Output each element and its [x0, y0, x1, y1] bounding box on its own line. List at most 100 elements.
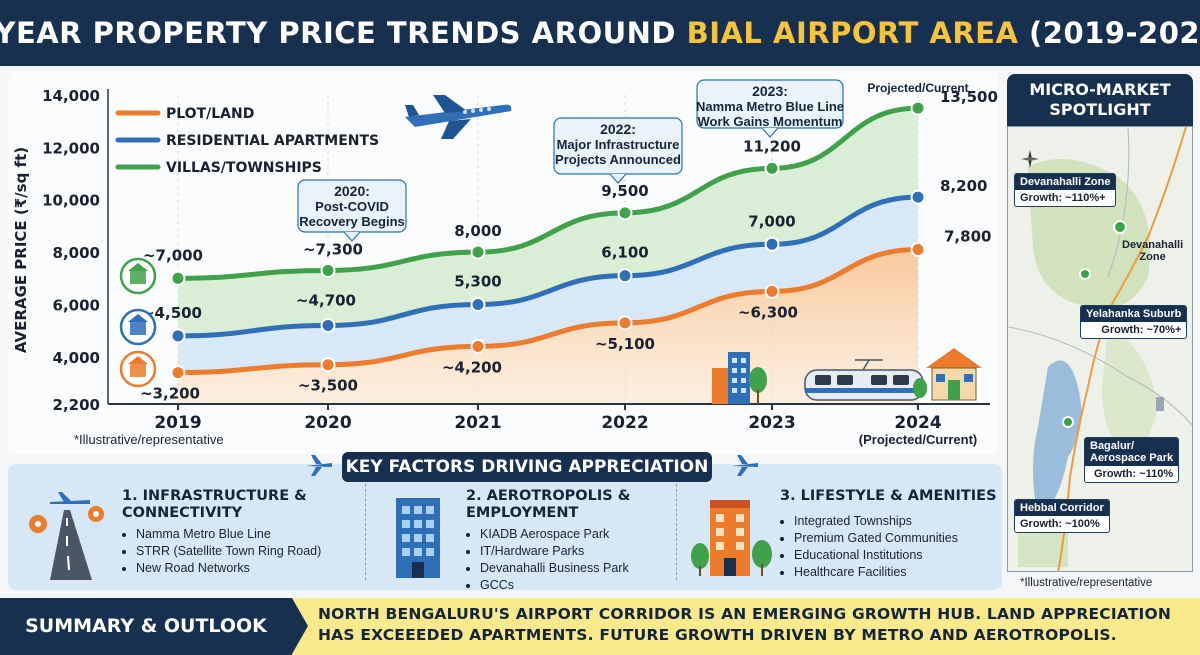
zone-name: Bagalur/	[1090, 440, 1135, 452]
micro-market-heading: MICRO-MARKET SPOTLIGHT	[1007, 74, 1193, 126]
factor-item: Integrated Townships	[794, 513, 997, 530]
data-point	[910, 242, 926, 257]
zone-tag-bagalur[interactable]: Bagalur/Aerospace Park Growth: ~110%	[1084, 437, 1180, 483]
annotation-text: Work Gains Momentum	[698, 114, 843, 129]
data-label: ~7,000	[143, 246, 203, 264]
annotation-text: Recovery Begins	[299, 214, 405, 229]
airplane-icon	[732, 455, 758, 476]
factor-item: KIADB Aerospace Park	[480, 526, 630, 543]
data-label: 7,000	[748, 212, 795, 230]
factor-item: STRR (Satellite Town Ring Road)	[136, 543, 321, 560]
factor-item: Educational Institutions	[794, 547, 997, 564]
factor-title: 1. INFRASTRUCTURE &	[122, 488, 307, 504]
y-tick-label: 8,000	[53, 244, 100, 262]
data-point	[170, 365, 186, 381]
title-highlight: BIAL AIRPORT AREA	[686, 16, 1019, 50]
data-point	[470, 338, 486, 354]
series-line-villas-townships	[175, 105, 921, 281]
annotation-pointer	[761, 127, 779, 138]
page-title: 5-YEAR PROPERTY PRICE TRENDS AROUND BIAL…	[0, 16, 1200, 50]
data-point	[910, 189, 926, 205]
x-tick-label: 2022	[601, 413, 648, 433]
zone-tag-hebbal[interactable]: Hebbal Corridor Growth: ~100%	[1014, 499, 1110, 533]
series-line-plot-land	[175, 247, 921, 376]
y-tick-label: 2,200	[53, 396, 100, 414]
city-buildings-icon	[712, 352, 767, 404]
factor-title-line2: CONNECTIVITY	[122, 505, 243, 521]
x-tick-label: 2019	[154, 413, 201, 433]
zone-name: Yelahanka Suburb	[1081, 306, 1187, 322]
factor-item: GCCs	[480, 577, 630, 594]
micro-market-panel: MICRO-MARKET SPOTLIGHT Devanahalli Zone …	[1007, 74, 1193, 580]
title-years: (2019-2024)	[1029, 16, 1200, 50]
data-point	[617, 268, 633, 284]
factor-aerotropolis: 2. AEROTROPOLIS &EMPLOYMENT KIADB Aerosp…	[466, 488, 630, 594]
divider	[365, 484, 366, 580]
price-trend-chart: 2,200 4,000 6,000 8,000 10,000 12,000 14,000 AV…	[8, 72, 998, 454]
map-label-line1: Devanahalli	[1122, 239, 1184, 251]
factor-item: Healthcare Facilities	[794, 564, 997, 581]
chart-footnote: *Illustrative/representative	[74, 432, 224, 447]
micro-footnote: *Illustrative/representative	[1020, 577, 1153, 589]
data-label: 13,500	[940, 88, 998, 106]
zone-tag-devanahalli[interactable]: Devanahalli Zone Growth: ~110%+	[1014, 173, 1117, 207]
data-point	[470, 244, 486, 260]
data-label: ~7,300	[303, 240, 363, 258]
legend-label: PLOT/LAND	[166, 106, 254, 122]
y-tick-label: 12,000	[42, 139, 100, 157]
data-point	[320, 262, 336, 278]
legend-label: VILLAS/TOWNSHIPS	[166, 160, 322, 176]
annotation-text: Projects Announced	[555, 152, 681, 167]
annotation-text: 2020:	[334, 183, 370, 199]
title-main: 5-YEAR PROPERTY PRICE TRENDS AROUND	[0, 16, 687, 50]
data-point	[170, 328, 186, 344]
metro-train-icon	[804, 359, 924, 401]
data-point	[617, 205, 633, 221]
series-line-residential-apartments	[175, 194, 921, 339]
map-label-line2: Zone	[1139, 251, 1166, 263]
annotation-text: Major Infrastructure	[557, 137, 680, 152]
summary-line1: NORTH BENGALURU'S AIRPORT CORRIDOR IS AN…	[318, 605, 1172, 623]
area-apartments	[178, 197, 918, 373]
map-graphic	[1008, 127, 1192, 571]
zone-growth: Growth: ~110%	[1094, 468, 1174, 480]
summary-line2: HAS EXCEEEDED APARTMENTS. FUTURE GROWTH …	[318, 626, 1117, 644]
y-tick-label: 4,000	[53, 349, 100, 367]
compass-icon	[1021, 150, 1039, 168]
road-connectivity-icon	[29, 492, 104, 580]
data-point	[764, 160, 780, 176]
airplane-icon	[405, 95, 512, 139]
airplane-icon	[306, 455, 332, 476]
data-label: ~4,200	[442, 358, 502, 376]
x-tick-label: 2021	[454, 413, 501, 433]
factor-lifestyle: 3. LIFESTYLE & AMENITIES Integrated Town…	[780, 488, 997, 581]
zone-name-line2: Aerospace Park	[1090, 452, 1174, 464]
factor-item: Namma Metro Blue Line	[136, 526, 321, 543]
x-sublabel-projected: (Projected/Current)	[859, 432, 977, 447]
projected-label: Projected/Current	[867, 81, 968, 95]
key-factors-panel	[8, 464, 1002, 590]
factor-item: IT/Hardware Parks	[480, 543, 630, 560]
summary-label: SUMMARY & OUTLOOK	[0, 598, 292, 655]
data-label: 5,300	[454, 272, 501, 290]
house-icon	[119, 257, 157, 295]
data-label: ~3,200	[140, 385, 200, 403]
data-label: ~6,300	[738, 303, 798, 321]
data-label: ~4,700	[296, 291, 356, 309]
apartment-building-icon	[119, 308, 157, 346]
x-tick-label: 2023	[748, 413, 795, 433]
annotation-text: Namma Metro Blue Line	[696, 99, 844, 114]
factor-title: 2. AEROTROPOLIS &	[466, 488, 631, 504]
key-factors-heading: KEY FACTORS DRIVING APPRECIATION	[342, 452, 712, 482]
data-point	[617, 315, 633, 331]
zone-name: Devanahalli Zone	[1015, 174, 1116, 190]
y-tick-label: 14,000	[42, 87, 100, 105]
data-label: ~4,500	[142, 304, 202, 322]
data-point	[910, 100, 926, 116]
zone-tag-yelahanka[interactable]: Yelahanka Suburb Growth: ~70%+	[1080, 305, 1188, 339]
micro-heading-line2: SPOTLIGHT	[1049, 100, 1151, 119]
annotation-pointer	[343, 231, 361, 242]
annotation-pointer	[609, 173, 627, 184]
micro-heading-line1: MICRO-MARKET	[1029, 80, 1171, 99]
data-label: 11,200	[743, 137, 801, 155]
